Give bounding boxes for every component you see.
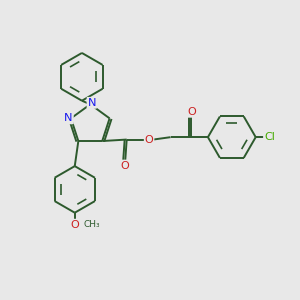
Text: O: O: [121, 160, 130, 170]
Text: N: N: [64, 113, 73, 123]
Text: O: O: [145, 135, 154, 145]
Text: N: N: [88, 98, 96, 108]
Text: CH₃: CH₃: [83, 220, 100, 230]
Text: Cl: Cl: [264, 132, 275, 142]
Text: O: O: [187, 107, 196, 117]
Text: O: O: [70, 220, 79, 230]
